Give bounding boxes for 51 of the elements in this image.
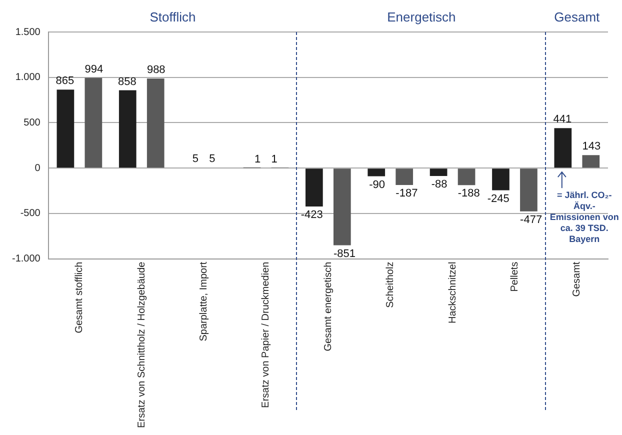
y-tick-label: 500 (24, 117, 41, 128)
y-tick-label: 0 (34, 162, 41, 174)
data-label: -187 (396, 188, 418, 200)
x-tick-label: Gesamt stofflich (74, 262, 86, 334)
y-tick-label: 1.000 (15, 72, 41, 84)
bar (582, 155, 600, 168)
y-tick-label: -500 (20, 208, 41, 220)
x-tick-label: Hackschnitzel (447, 262, 458, 324)
x-tick-label: Sparplatte, Import (198, 262, 210, 342)
data-label: 143 (582, 140, 601, 153)
text: Gesamt (554, 10, 600, 25)
bar (458, 168, 476, 186)
y-tick-label: -1.000 (12, 254, 41, 265)
bar (396, 168, 414, 186)
bar (430, 168, 448, 176)
x-tick-label: Gesamt energetisch (322, 262, 334, 352)
x-tick-label: Pellets (509, 262, 520, 292)
bar (306, 168, 323, 206)
x-tick-label: Ersatz von Schnittholz / Holzgebäude (136, 261, 148, 428)
bar (146, 78, 164, 168)
bar (368, 168, 386, 176)
data-label: 5 (192, 153, 198, 166)
x-tick-label: Ersatz von Papier / Druckmedien (260, 262, 272, 408)
x-tick-label: Scheitholz (385, 262, 396, 308)
data-label: -188 (458, 188, 480, 200)
data-label: 1 (271, 154, 278, 166)
data-label: -423 (300, 208, 323, 221)
bar (56, 90, 74, 168)
data-label: 5 (209, 153, 216, 166)
bar (118, 90, 136, 168)
bar (333, 168, 351, 246)
y-tick-label: 1.500 (15, 26, 41, 38)
data-label: 441 (553, 114, 572, 126)
annotation: = Jährl. CO₂-Äqv.-Emissionen von ca. 39 TSD. Bayern (550, 190, 619, 244)
text: Stofflich (150, 10, 196, 25)
bar (520, 168, 538, 212)
bar (492, 168, 510, 190)
bar (84, 78, 102, 168)
data-label: 865 (56, 75, 74, 88)
text: Energetisch (387, 10, 456, 25)
data-label: -851 (333, 248, 356, 260)
bar (554, 128, 572, 168)
data-label: -477 (520, 214, 542, 226)
data-label: 1 (254, 154, 261, 166)
data-label: -90 (369, 178, 386, 191)
data-label: 858 (118, 76, 136, 88)
x-tick-label: Gesamt (572, 262, 583, 297)
data-label: -245 (487, 192, 510, 205)
data-label: 988 (146, 64, 166, 76)
data-label: 994 (84, 63, 104, 76)
data-label: -88 (431, 178, 448, 191)
